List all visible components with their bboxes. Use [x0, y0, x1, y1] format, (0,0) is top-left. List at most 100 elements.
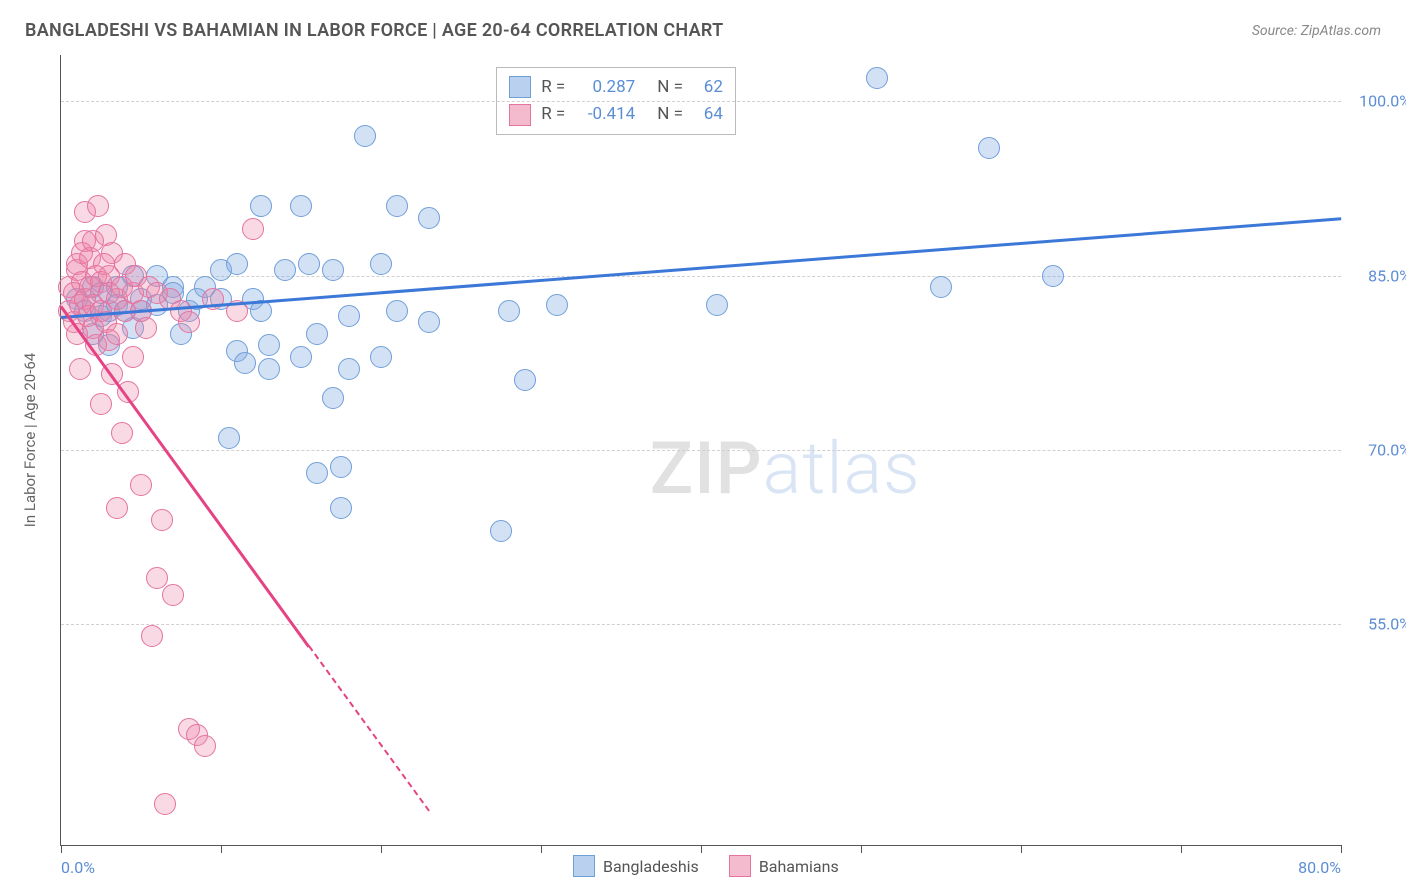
- data-point: [234, 352, 256, 374]
- n-label: N =: [657, 74, 683, 101]
- gridline: [61, 101, 1341, 102]
- data-point: [322, 259, 344, 281]
- watermark-zip: ZIP: [650, 426, 763, 511]
- data-point: [122, 346, 144, 368]
- x-tick: [1181, 845, 1182, 853]
- y-tick-label: 70.0%: [1368, 441, 1406, 460]
- data-point: [258, 334, 280, 356]
- data-point: [370, 346, 392, 368]
- data-point: [258, 358, 280, 380]
- data-point: [370, 253, 392, 275]
- data-point: [250, 195, 272, 217]
- data-point: [490, 520, 512, 542]
- legend-label: Bahamians: [759, 857, 839, 876]
- data-point: [386, 195, 408, 217]
- y-tick-label: 100.0%: [1359, 92, 1406, 111]
- data-point: [290, 195, 312, 217]
- data-point: [514, 369, 536, 391]
- legend-swatch: [729, 855, 751, 877]
- x-tick: [221, 845, 222, 853]
- x-tick: [701, 845, 702, 853]
- data-point: [226, 253, 248, 275]
- data-point: [1042, 265, 1064, 287]
- data-point: [322, 387, 344, 409]
- data-point: [90, 393, 112, 415]
- data-point: [546, 294, 568, 316]
- data-point: [418, 311, 440, 333]
- stats-row: R = 0.287 N = 62: [509, 74, 723, 101]
- series-swatch: [509, 104, 531, 126]
- data-point: [418, 207, 440, 229]
- data-point: [141, 625, 163, 647]
- series-legend: Bangladeshis Bahamians: [573, 855, 839, 877]
- gridline: [61, 276, 1341, 277]
- data-point: [330, 497, 352, 519]
- data-point: [930, 276, 952, 298]
- gridline: [61, 624, 1341, 625]
- data-point: [87, 195, 109, 217]
- data-point: [135, 317, 157, 339]
- title-bar: BANGLADESHI VS BAHAMIAN IN LABOR FORCE |…: [25, 20, 1381, 41]
- stats-row: R = -0.414 N = 64: [509, 101, 723, 128]
- r-label: R =: [541, 74, 565, 101]
- data-point: [978, 137, 1000, 159]
- data-point: [151, 509, 173, 531]
- r-value: 0.287: [575, 74, 635, 101]
- r-label: R =: [541, 101, 565, 128]
- r-value: -0.414: [575, 101, 635, 128]
- data-point: [338, 358, 360, 380]
- x-tick: [861, 845, 862, 853]
- legend-label: Bangladeshis: [603, 857, 699, 876]
- plot-area: ZIPatlas R =0.287N =62R =-0.414N =64 Ban…: [60, 55, 1341, 846]
- watermark-atlas: atlas: [763, 426, 921, 511]
- series-swatch: [509, 76, 531, 98]
- data-point: [242, 218, 264, 240]
- data-point: [194, 735, 216, 757]
- n-label: N =: [657, 101, 683, 128]
- data-point: [706, 294, 728, 316]
- x-tick: [61, 845, 62, 853]
- data-point: [330, 456, 352, 478]
- y-tick-label: 85.0%: [1368, 266, 1406, 285]
- data-point: [354, 125, 376, 147]
- data-point: [298, 253, 320, 275]
- y-tick-label: 55.0%: [1368, 615, 1406, 634]
- y-axis-label: In Labor Force | Age 20-64: [21, 353, 39, 527]
- source-attribution: Source: ZipAtlas.com: [1252, 23, 1381, 39]
- legend-swatch: [573, 855, 595, 877]
- source-value: ZipAtlas.com: [1301, 23, 1381, 39]
- x-tick-label: 0.0%: [61, 858, 95, 877]
- source-label: Source:: [1252, 23, 1297, 39]
- data-point: [111, 422, 133, 444]
- x-tick: [1021, 845, 1022, 853]
- data-point: [306, 462, 328, 484]
- legend-item: Bangladeshis: [573, 855, 699, 877]
- watermark: ZIPatlas: [650, 426, 921, 511]
- n-value: 64: [693, 101, 723, 128]
- chart-title: BANGLADESHI VS BAHAMIAN IN LABOR FORCE |…: [25, 20, 723, 41]
- trend-line: [60, 305, 310, 647]
- data-point: [162, 584, 184, 606]
- data-point: [178, 311, 200, 333]
- n-value: 62: [693, 74, 723, 101]
- data-point: [130, 474, 152, 496]
- data-point: [338, 305, 360, 327]
- data-point: [69, 358, 91, 380]
- legend-item: Bahamians: [729, 855, 839, 877]
- data-point: [106, 497, 128, 519]
- data-point: [106, 323, 128, 345]
- data-point: [866, 67, 888, 89]
- data-point: [498, 300, 520, 322]
- x-tick: [1341, 845, 1342, 853]
- chart-container: BANGLADESHI VS BAHAMIAN IN LABOR FORCE |…: [0, 0, 1406, 892]
- x-tick-label: 80.0%: [1298, 858, 1341, 877]
- data-point: [146, 567, 168, 589]
- data-point: [274, 259, 296, 281]
- gridline: [61, 450, 1341, 451]
- x-tick: [541, 845, 542, 853]
- x-tick: [381, 845, 382, 853]
- data-point: [306, 323, 328, 345]
- data-point: [386, 300, 408, 322]
- data-point: [154, 793, 176, 815]
- data-point: [218, 427, 240, 449]
